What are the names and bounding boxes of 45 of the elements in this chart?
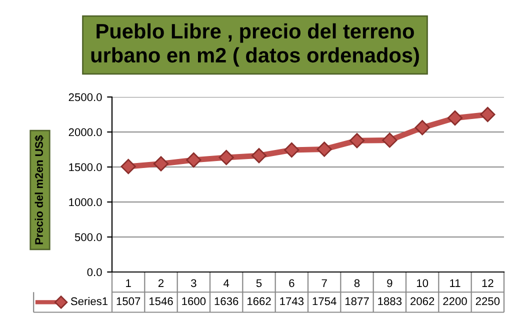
point <box>414 120 430 136</box>
point <box>186 152 202 168</box>
data-label: 2062 <box>410 297 434 306</box>
point <box>251 148 267 164</box>
chart-title: Pueblo Libre , precio del terreno urbano en m2 ( datos ordenados) <box>91 23 419 67</box>
x-tick-label: 4 <box>224 279 230 287</box>
data-label: 1883 <box>378 297 402 306</box>
point <box>284 142 300 158</box>
y-tick-label: 1000.0 <box>69 198 102 206</box>
data-label: 2250 <box>476 297 500 306</box>
x-tick-label: 3 <box>191 279 196 288</box>
x-tick-label: 11 <box>450 279 460 287</box>
y-tick-label: 500.0 <box>74 233 102 242</box>
data-label: 1636 <box>214 297 238 306</box>
point <box>382 132 398 148</box>
x-tick-label: 10 <box>417 279 428 288</box>
x-tick-label: 12 <box>482 279 494 287</box>
data-label: 1600 <box>182 297 206 306</box>
y-tick-label: 2500.0 <box>68 93 102 102</box>
point <box>120 158 136 174</box>
point <box>316 142 332 157</box>
point <box>218 150 234 166</box>
data-label: 1877 <box>345 297 369 306</box>
x-tick-label: 9 <box>387 279 392 288</box>
data-label: 2200 <box>443 297 467 306</box>
x-tick-label: 8 <box>354 279 360 288</box>
data-label: 1743 <box>280 297 304 306</box>
x-tick-label: 2 <box>158 279 164 287</box>
point <box>349 133 365 148</box>
y-tick-label: 2000.0 <box>68 128 102 136</box>
point <box>480 106 496 122</box>
data-label: 1507 <box>116 297 140 306</box>
legend-label: Series1 <box>70 297 108 306</box>
x-tick-label: 1 <box>126 279 131 287</box>
x-tick-label: 5 <box>256 279 262 288</box>
y-axis-title: Precio del m2en US$ <box>34 135 44 244</box>
point <box>153 156 169 172</box>
y-tick-label: 1500.0 <box>69 163 102 172</box>
y-tick-label: 0.0 <box>87 268 102 276</box>
x-tick-label: 7 <box>322 279 327 287</box>
x-tick-label: 6 <box>289 279 294 288</box>
point <box>447 110 463 126</box>
data-label: 1754 <box>312 297 336 306</box>
data-label: 1662 <box>247 297 271 306</box>
data-label: 1546 <box>149 297 173 306</box>
